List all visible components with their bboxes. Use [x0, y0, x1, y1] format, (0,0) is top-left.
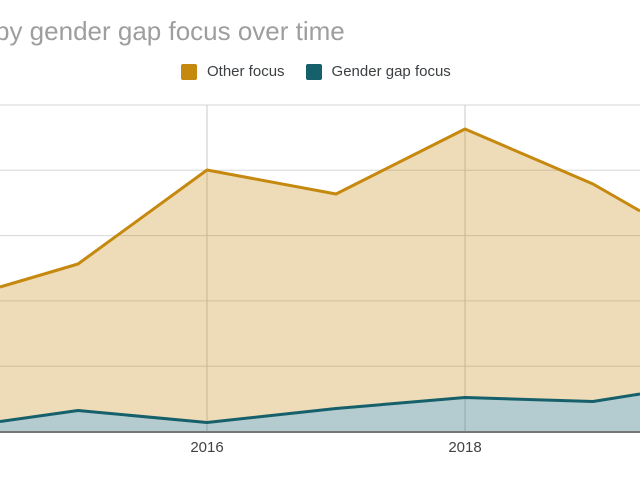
line-other-focus — [0, 127, 640, 289]
x-axis-label-2016: 2016 — [190, 439, 224, 456]
area-other-focus — [0, 129, 640, 423]
chart-title: by gender gap focus over time — [0, 16, 345, 46]
legend-label: Other focus — [207, 63, 285, 80]
x-axis-label-2018: 2018 — [448, 439, 482, 456]
area-gender-gap-focus — [0, 394, 640, 432]
legend-item-gender-gap-focus[interactable]: Gender gap focus — [305, 63, 451, 80]
legend-swatch-gender-gap-focus — [305, 63, 322, 80]
line-gender-gap-focus — [0, 392, 640, 424]
legend: Other focus Gender gap focus — [181, 63, 451, 80]
legend-item-other-focus[interactable]: Other focus — [181, 63, 285, 80]
legend-swatch-other-focus — [181, 63, 197, 80]
legend-label: Gender gap focus — [331, 63, 451, 80]
